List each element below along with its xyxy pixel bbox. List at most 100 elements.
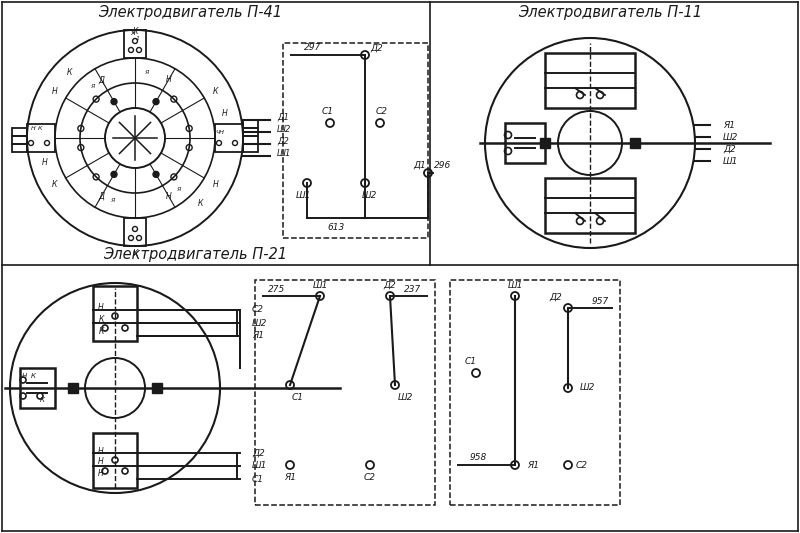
Bar [505,123,545,163]
Text: Я1: Я1 [527,461,539,470]
Text: Я: Я [90,84,94,89]
Circle shape [153,99,159,104]
Text: С1: С1 [292,392,304,401]
Bar [630,138,640,148]
Text: Я1: Я1 [723,120,735,130]
Bar [93,286,137,341]
Text: Н: Н [222,109,228,118]
Text: К: К [198,199,203,208]
Text: Н: Н [98,457,104,466]
Text: Д2: Д2 [550,293,562,302]
Bar [68,383,78,393]
Text: К: К [30,373,35,379]
Text: Электродвигатель П-11: Электродвигатель П-11 [518,5,702,20]
Text: 275: 275 [268,286,286,295]
Bar [243,144,258,152]
Text: С1: С1 [252,474,264,483]
Text: 958: 958 [470,454,486,463]
Text: Н: Н [98,470,104,479]
Text: 297: 297 [304,43,322,52]
Circle shape [111,99,117,104]
Bar [12,136,27,144]
Bar [124,30,146,58]
Bar [12,128,27,136]
Text: Ш1: Ш1 [312,280,328,289]
Text: 613: 613 [327,223,345,232]
Text: Д: Д [98,191,105,200]
Bar [283,43,428,238]
Text: Д2: Д2 [370,44,383,52]
Bar [12,144,27,152]
Text: Д1: Д1 [414,160,426,169]
Text: К: К [132,248,138,257]
Text: К: К [52,180,57,189]
Text: Я1: Я1 [284,472,296,481]
Text: К: К [66,68,72,77]
Text: Ш1: Ш1 [507,280,522,289]
Text: Д2: Д2 [252,448,265,457]
Text: Н: Н [98,303,104,312]
Text: Я: Я [145,69,149,75]
Text: Ш2: Ш2 [580,384,595,392]
Bar [243,128,258,136]
Text: С1: С1 [322,108,334,117]
Text: Н: Н [98,447,104,456]
Text: 296: 296 [434,160,452,169]
Bar [93,433,137,488]
Text: Электродвигатель П-21: Электродвигатель П-21 [103,247,287,262]
Text: С2: С2 [376,108,388,117]
Text: Д1: Д1 [277,112,289,122]
Text: Н: Н [42,158,48,167]
Text: 237: 237 [404,286,422,295]
Bar [545,53,635,108]
Text: Ш2: Ш2 [362,190,377,199]
Text: Я1: Я1 [252,332,264,341]
Text: Ш2: Ш2 [723,133,738,141]
Bar [215,124,243,152]
Text: Д: Д [98,76,105,84]
Circle shape [111,172,117,177]
Text: Ш2: Ш2 [252,319,267,327]
Text: Н: Н [22,373,26,379]
Bar [152,383,162,393]
Text: Д2: Д2 [277,136,289,146]
Text: К: К [39,397,45,403]
Bar [243,136,258,144]
Bar [20,368,55,408]
Circle shape [153,172,159,177]
Bar [27,124,55,152]
Text: Н: Н [166,191,171,200]
Text: Н: Н [30,125,35,131]
Text: К: К [132,28,138,36]
Bar [255,280,435,505]
Text: Н: Н [166,76,171,84]
Text: С2: С2 [364,472,376,481]
Text: К: К [38,125,42,131]
Text: Ш2: Ш2 [277,125,291,133]
Bar [545,178,635,233]
Text: Д2: Д2 [723,144,736,154]
Text: Ш1: Ш1 [277,149,291,157]
Text: Я: Я [130,30,134,36]
Text: Н: Н [213,180,218,189]
Text: Электродвигатель П-41: Электродвигатель П-41 [98,5,282,20]
Text: С2: С2 [252,305,264,314]
Text: К: К [98,314,104,324]
Bar [124,218,146,246]
Text: С2: С2 [576,461,588,470]
Text: 1: 1 [136,36,140,41]
Text: Ш1: Ш1 [252,462,267,471]
Text: К: К [213,87,218,96]
Text: К: К [98,327,104,335]
Text: ЧН: ЧН [215,131,225,135]
Bar [540,138,550,148]
Text: Ш2: Ш2 [398,392,413,401]
Text: Ш1: Ш1 [723,157,738,166]
Text: Я: Я [176,187,180,192]
Bar [450,280,620,505]
Text: С1: С1 [465,357,477,366]
Text: Н: Н [51,87,58,96]
Bar [243,120,258,128]
Text: 957: 957 [591,296,609,305]
Text: Ш1: Ш1 [295,190,310,199]
